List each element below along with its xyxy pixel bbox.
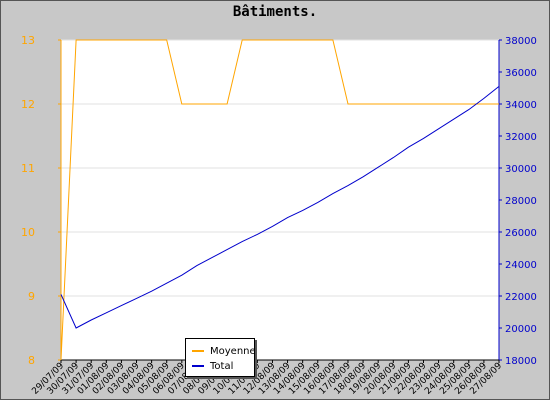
legend-label-total: Total [210,361,233,372]
legend-item-total: Total [192,359,233,373]
y-right-tick-label-9: 36000 [505,68,537,79]
y-left-tick-label-0: 8 [28,354,35,367]
legend-swatch-total [192,365,204,367]
x-ticks: 29/07/0930/07/0931/07/0901/08/0902/08/09… [30,360,504,397]
legend-label-moyenne: Moyenne [210,346,256,357]
y-right-tick-label-3: 24000 [505,260,537,271]
legend-swatch-moyenne [192,350,204,352]
legend: Moyenne Total [185,338,255,377]
y-right-ticks: 18000 20000 22000 24000 26000 28000 30000 32000… [499,36,537,367]
y-right-tick-label-2: 22000 [505,292,537,303]
y-left-tick-label-1: 9 [28,290,35,303]
y-right-tick-label-6: 30000 [505,164,537,175]
y-left-tick-label-3: 11 [21,162,35,175]
y-left-tick-label-5: 13 [21,34,35,47]
y-left-tick-label-4: 12 [21,98,35,111]
y-right-tick-label-1: 20000 [505,324,537,335]
y-right-tick-label-5: 28000 [505,196,537,207]
y-right-tick-label-4: 26000 [505,228,537,239]
y-left-ticks: 8 9 10 11 12 13 [21,34,61,367]
y-left-tick-label-2: 10 [21,226,35,239]
y-right-tick-label-10: 38000 [505,36,537,47]
y-right-tick-label-0: 18000 [505,356,537,367]
y-right-tick-label-8: 34000 [505,100,537,111]
legend-item-moyenne: Moyenne [192,344,256,358]
y-right-tick-label-7: 32000 [505,132,537,143]
plot-area [61,40,499,360]
